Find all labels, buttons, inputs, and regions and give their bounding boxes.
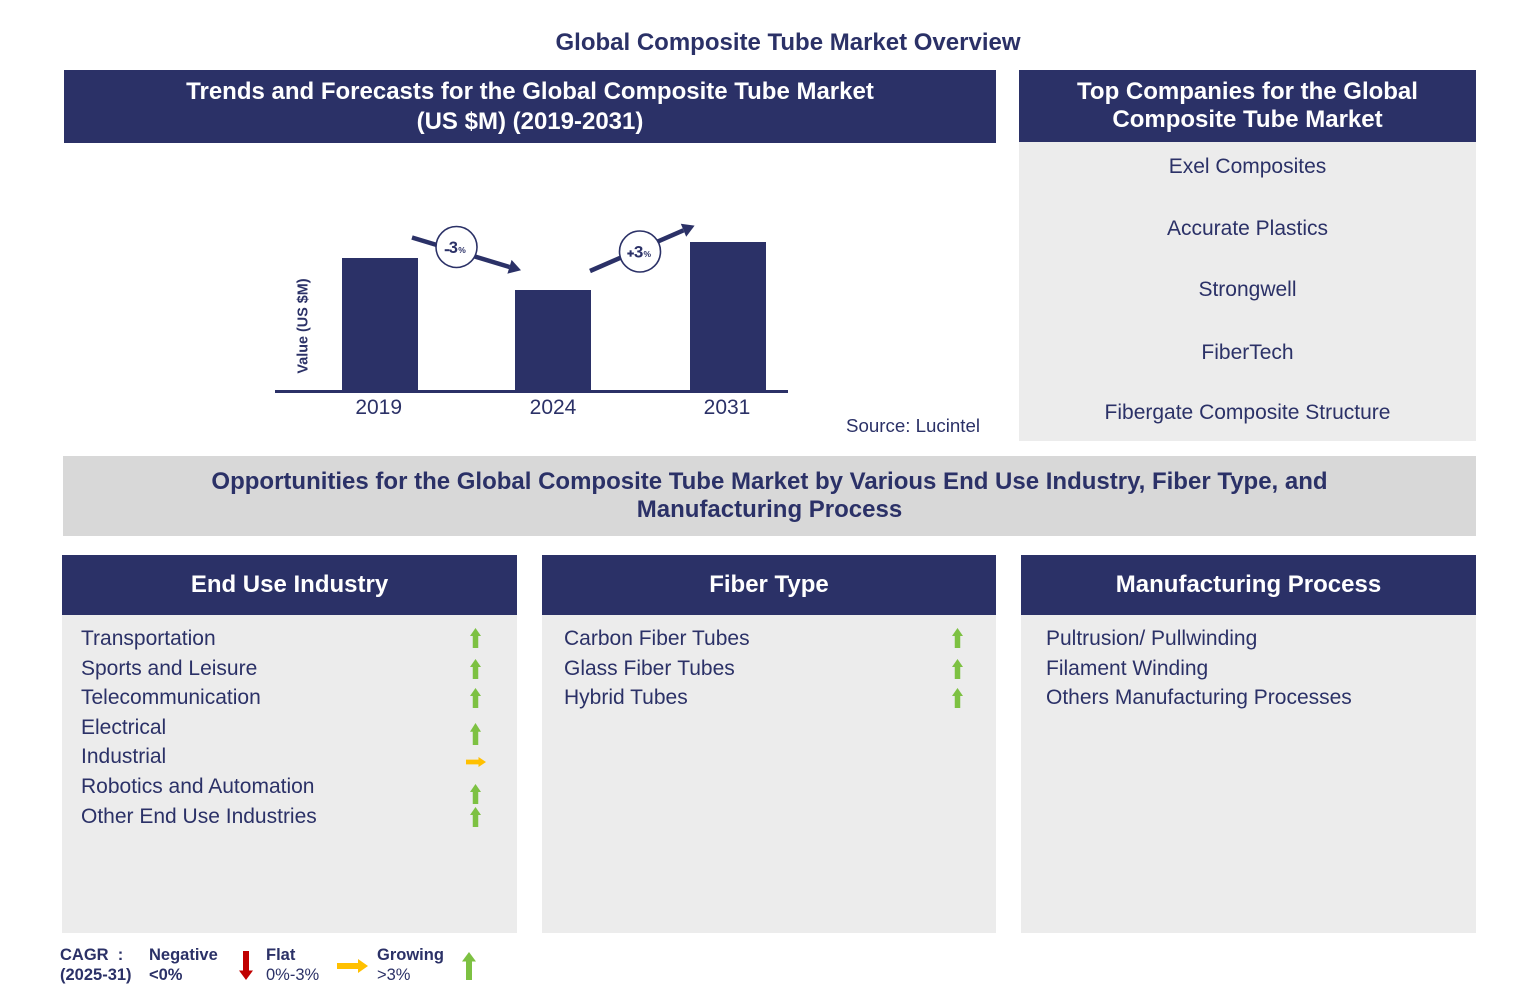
- svg-text:3: 3: [449, 239, 458, 257]
- svg-text:%: %: [644, 249, 652, 259]
- svg-text:%: %: [458, 245, 466, 255]
- svg-text:3: 3: [634, 242, 643, 261]
